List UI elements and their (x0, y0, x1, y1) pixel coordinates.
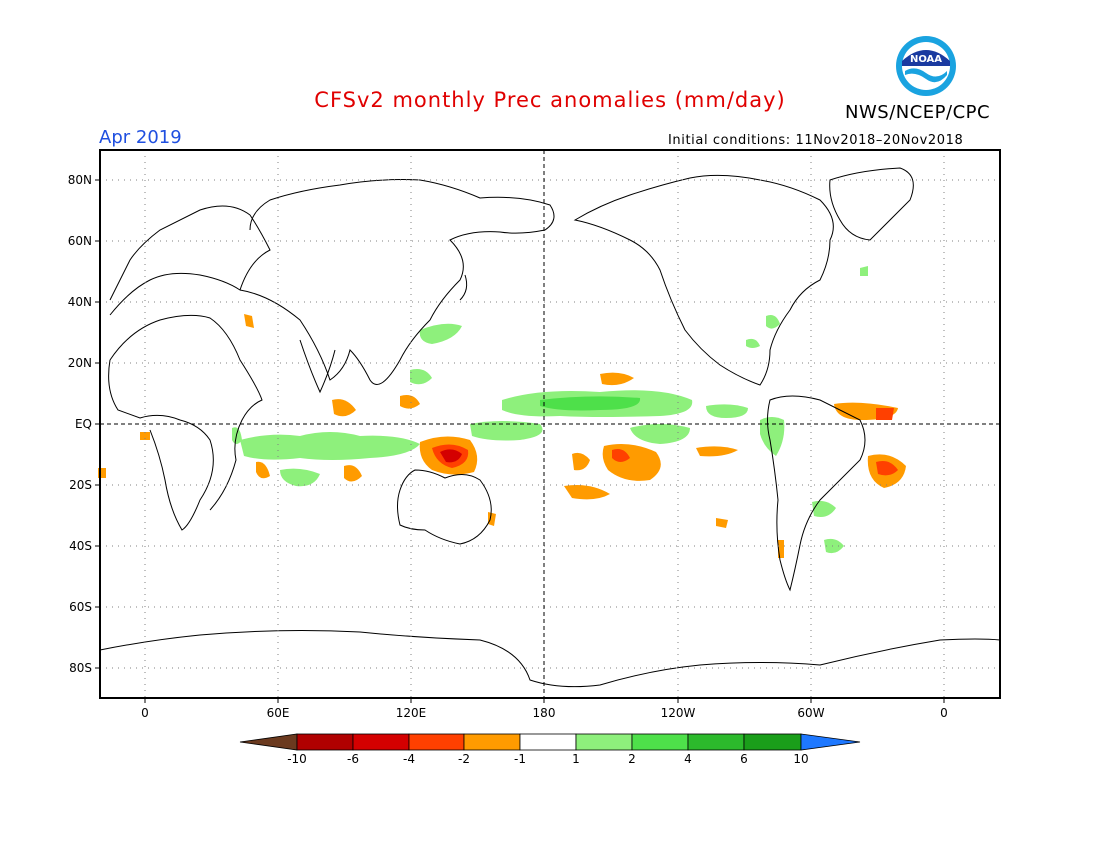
anomaly-patch-south-pacific (630, 424, 690, 444)
anomaly-patch-caribbean (746, 338, 760, 348)
anomaly-patches (98, 266, 906, 558)
lon-label: 0 (940, 706, 948, 720)
svg-text:NOAA: NOAA (910, 54, 942, 65)
color-legend: -10 -6 -4 -2 -1 1 2 4 6 10 (239, 733, 861, 766)
legend-box (575, 733, 633, 751)
lon-label: 120E (396, 706, 427, 720)
forecast-month: Apr 2019 (99, 127, 182, 148)
lon-label: 60E (267, 706, 290, 720)
legend-arrow-low (239, 733, 298, 751)
lat-label: 20S (69, 478, 92, 492)
lon-label: 120W (661, 706, 696, 720)
coast-japan (459, 274, 468, 301)
coast-australia (397, 469, 492, 545)
legend-label: 1 (572, 752, 580, 766)
coast-europe (109, 205, 271, 316)
lat-label: 40S (69, 539, 92, 553)
legend-box (519, 733, 577, 751)
lat-label: 80N (68, 173, 92, 187)
lat-label: 20N (68, 356, 92, 370)
anomaly-patch-africa (232, 427, 242, 444)
lat-label: 40N (68, 295, 92, 309)
anomaly-patch-north-pacific (600, 372, 634, 386)
anomaly-patch-east-asia (419, 323, 462, 344)
legend-box (463, 733, 521, 751)
coast-india (299, 339, 336, 394)
anomaly-patch-spcz-core (612, 449, 630, 462)
legend-label: -1 (514, 752, 526, 766)
anomaly-patch-borneo (400, 395, 420, 409)
anomaly-patch-east-pacific (706, 404, 748, 418)
legend-label: 4 (684, 752, 692, 766)
legend-box (631, 733, 689, 751)
coast-antarctica (99, 630, 1001, 688)
anomaly-patch-indian-ocean-south (280, 468, 320, 487)
initial-conditions: Initial conditions: 11Nov2018–20Nov2018 (668, 133, 964, 148)
lat-label: 60N (68, 234, 92, 248)
anomaly-patch-philippines (410, 369, 432, 385)
lon-labels: 0 60E 120E 180 120W 60W 0 (141, 706, 948, 720)
legend-label: -10 (287, 752, 307, 766)
legend-box (296, 733, 354, 751)
lat-labels: 80N 60N 40N 20N EQ 20S 40S 60S 80S (68, 173, 92, 675)
anomaly-patch-east-africa (256, 461, 270, 479)
anomaly-patch-west-pacific (470, 421, 543, 441)
agency-label: NWS/NCEP/CPC (845, 102, 991, 123)
coast-africa (108, 314, 263, 531)
legend-label: 10 (793, 752, 808, 766)
anomaly-patch-south-america (812, 500, 836, 517)
anomaly-patch-brazil-core (876, 461, 898, 476)
coast-north-america (573, 174, 834, 386)
anomaly-patch-south-pacific-convergence (602, 444, 661, 481)
anomaly-patch-indian-south (344, 465, 362, 482)
anomaly-patch-middle-east (244, 314, 254, 328)
legend-box (687, 733, 745, 751)
anomaly-patch-pacific-itcz-core (540, 396, 641, 411)
lat-label: 80S (69, 661, 92, 675)
grid-lines (100, 150, 1000, 698)
legend-label: -4 (403, 752, 415, 766)
lon-label: 60W (797, 706, 824, 720)
anomaly-patch-indian-ocean (240, 432, 420, 460)
anomaly-patch-australia-east (488, 512, 496, 526)
anomaly-patch-atlantic (824, 538, 844, 554)
legend-label: -6 (347, 752, 359, 766)
anomaly-patch-maritime-max (440, 449, 462, 463)
legend-label: -2 (458, 752, 470, 766)
legend-label: 2 (628, 752, 636, 766)
lat-label: EQ (75, 417, 92, 431)
anomaly-patch-central-pacific (572, 452, 590, 471)
legend-box (352, 733, 410, 751)
legend-label: 6 (740, 752, 748, 766)
anomaly-patch-atlantic-core (876, 408, 894, 420)
tick-marks (95, 179, 945, 703)
legend-box (743, 733, 802, 751)
coastlines (99, 167, 1001, 688)
anomaly-patch-north-atlantic (860, 266, 868, 276)
noaa-logo-icon: NOAA (896, 36, 956, 96)
lon-label: 0 (141, 706, 149, 720)
anomaly-patch-amazon (760, 417, 785, 456)
anomaly-patch-bay-of-bengal (332, 399, 356, 417)
coast-greenland (829, 167, 914, 241)
legend-arrow-high (800, 733, 861, 751)
anomaly-patch-gulf-guinea (140, 432, 150, 440)
coast-asia (239, 179, 555, 385)
legend-box (408, 733, 465, 751)
anomaly-patch-hawaii (696, 446, 738, 457)
lon-label: 180 (533, 706, 556, 720)
chart-title: CFSv2 monthly Prec anomalies (mm/day) (314, 88, 786, 112)
anomaly-patch-south-pacific-east (716, 518, 728, 528)
anomaly-patch-east-us (766, 315, 780, 329)
coast-south-america (767, 395, 866, 592)
anomaly-patch-pacific-south (564, 485, 610, 500)
lat-label: 60S (69, 600, 92, 614)
